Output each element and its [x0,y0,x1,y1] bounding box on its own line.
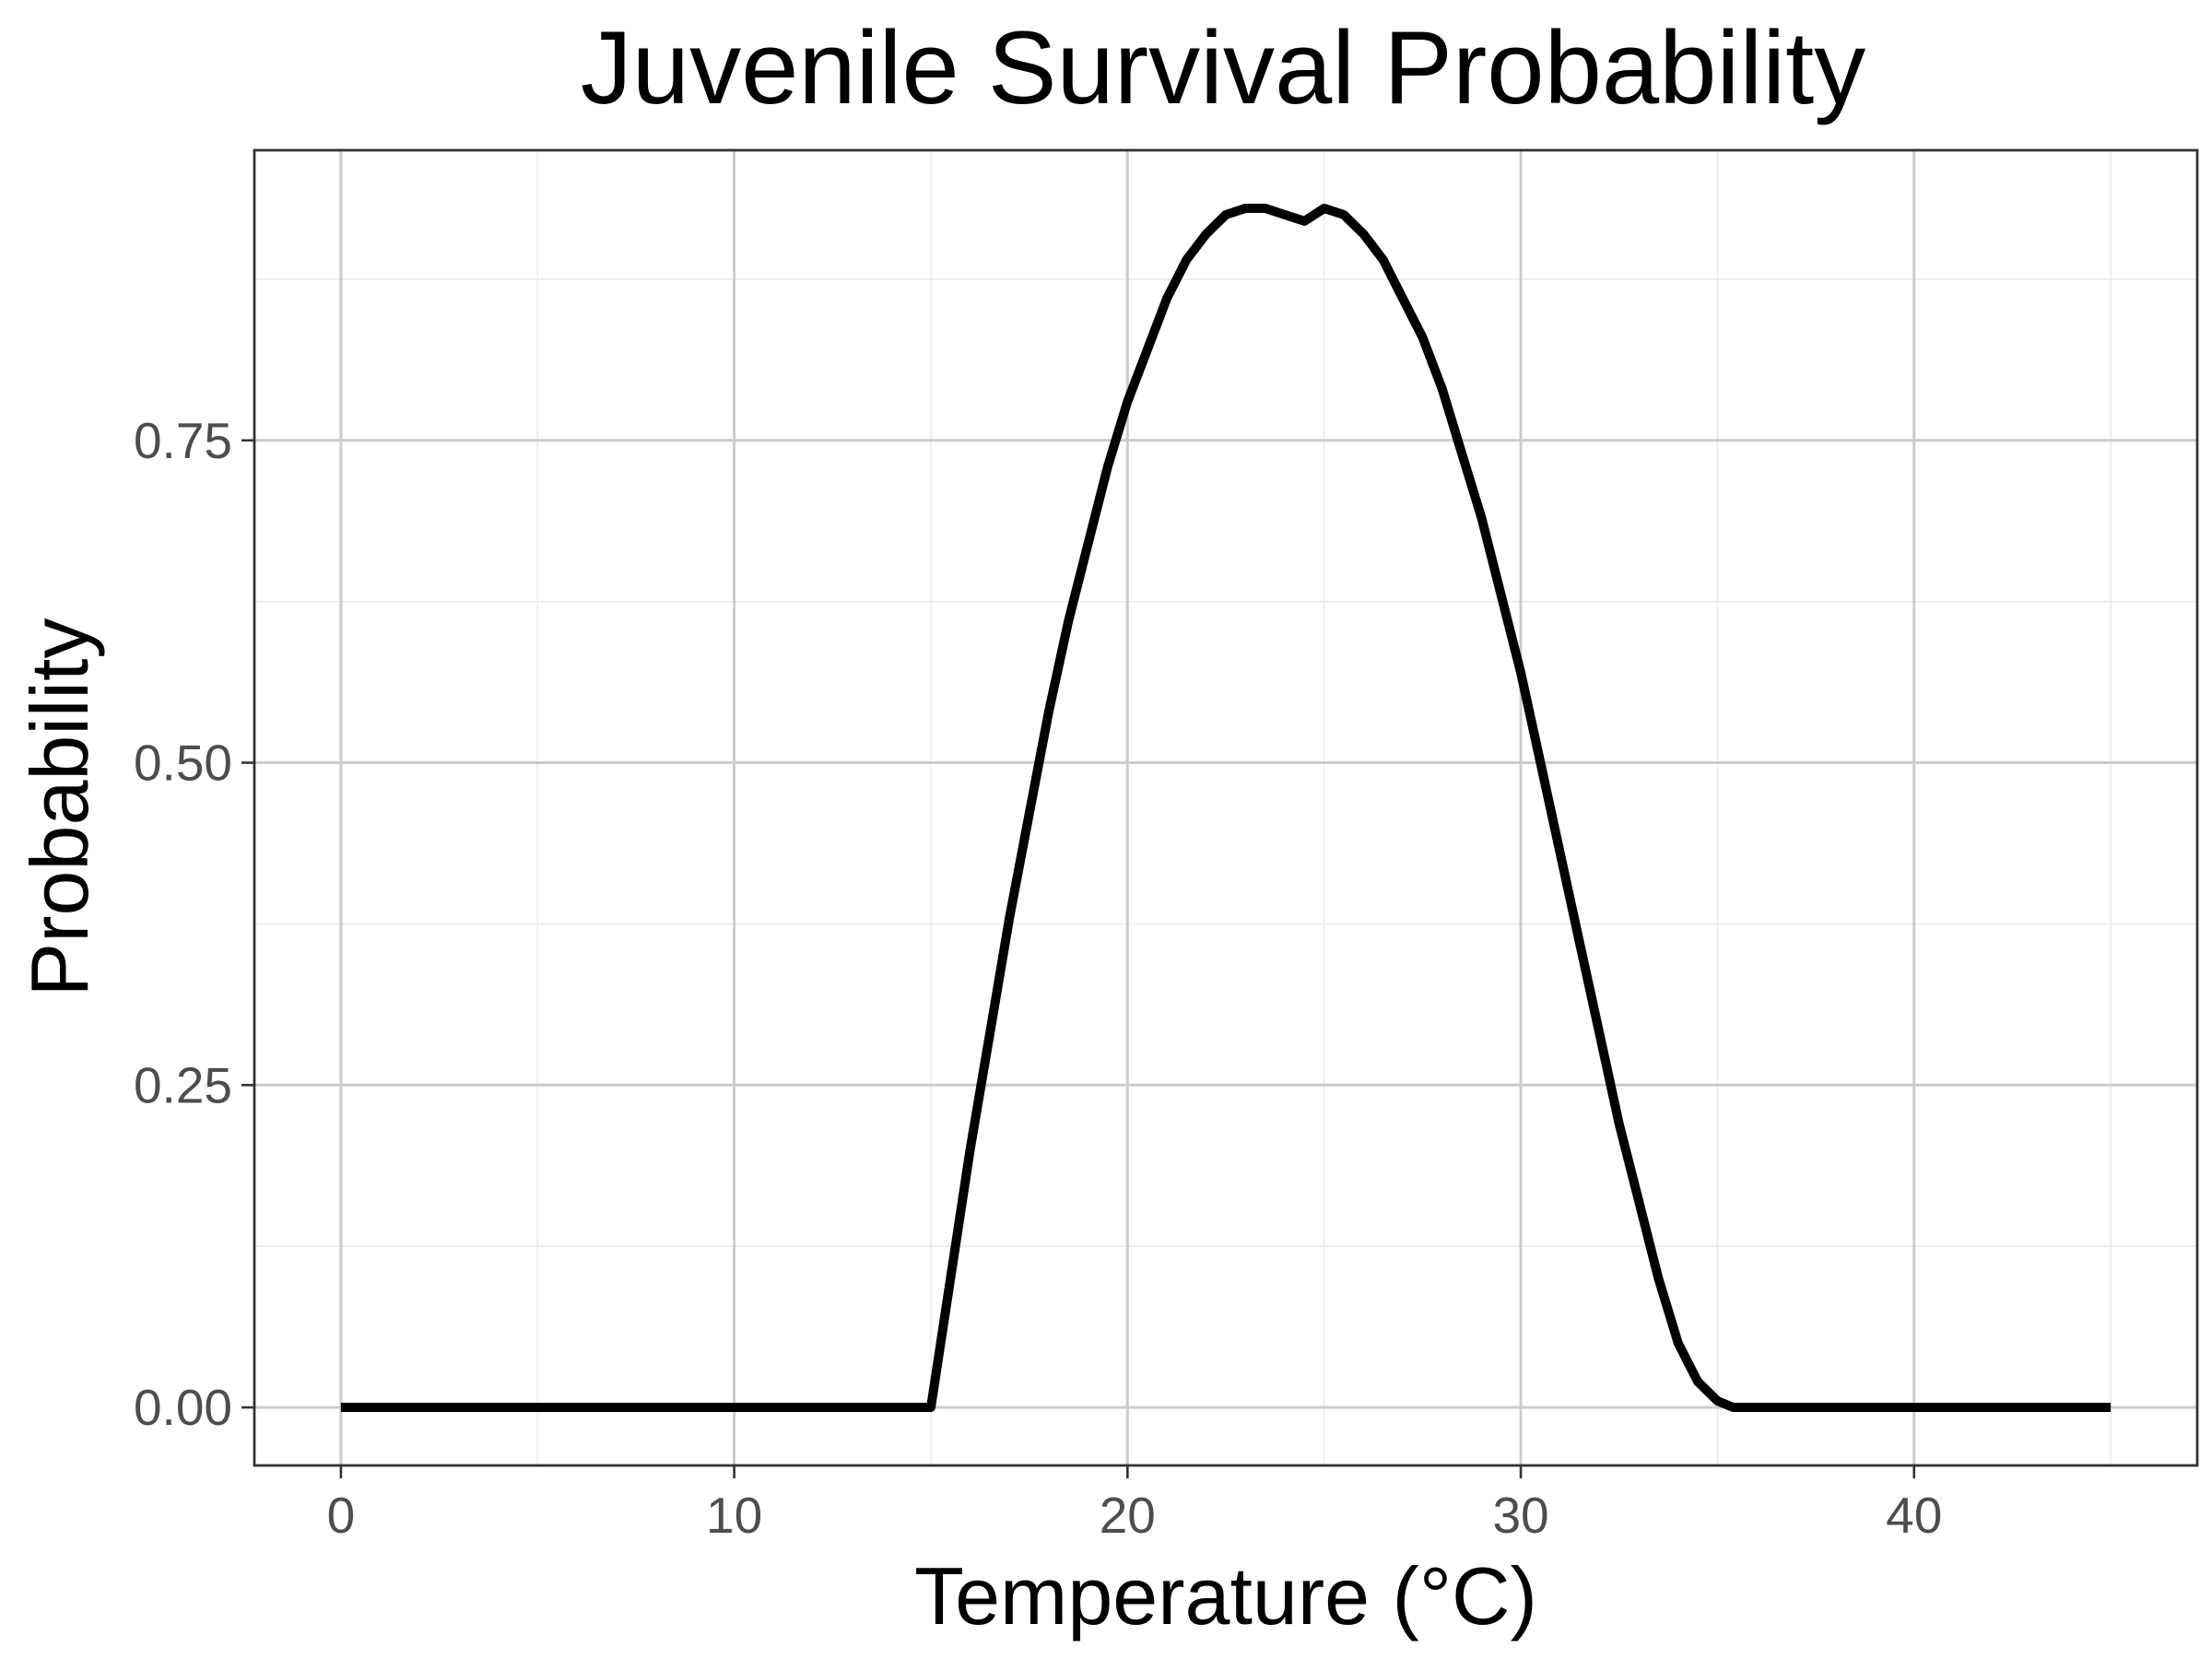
major-gridlines [254,150,2197,1465]
y-axis-title: Probability [14,618,105,997]
series-layer [340,204,2112,1412]
minor-gridlines [254,150,2197,1465]
x-tick-label: 10 [706,1487,762,1544]
x-tick-label: 30 [1492,1487,1548,1544]
x-axis-title: Temperature (°C) [914,1550,1537,1641]
y-tick-label: 0.00 [134,1379,232,1436]
plot-panel-border [253,148,2199,1467]
x-tick-label: 0 [327,1487,356,1544]
y-tick-label: 0.50 [134,735,232,792]
survival-curve-line [340,204,2112,1412]
y-tick-label: 0.25 [134,1056,232,1113]
x-tick-label: 40 [1886,1487,1942,1544]
x-tick-label: 20 [1100,1487,1156,1544]
x-axis: 0 10 20 30 40 [327,1465,1942,1544]
y-tick-label: 0.75 [134,412,232,469]
y-axis: 0.00 0.25 0.50 0.75 [134,412,254,1436]
chart-title: Juvenile Survival Probability [581,10,1865,125]
